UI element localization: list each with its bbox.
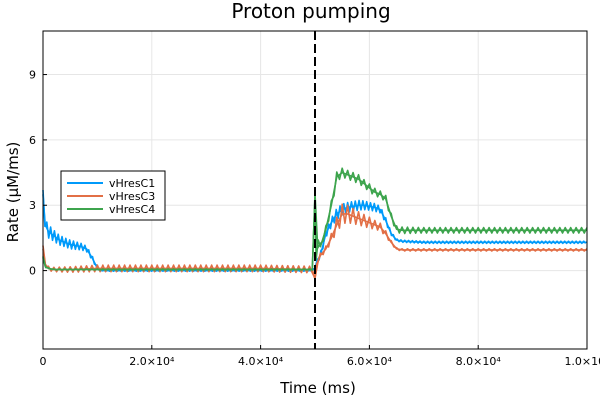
- y-tick-label: 3: [29, 199, 36, 212]
- x-tick-label: 1.0×10⁵: [564, 355, 600, 368]
- x-tick-label: 4.0×10⁴: [238, 355, 284, 368]
- x-tick-label: 2.0×10⁴: [129, 355, 175, 368]
- legend-label-vHresC1: vHresC1: [109, 177, 155, 190]
- chart-title: Proton pumping: [231, 0, 390, 23]
- x-axis-label: Time (ms): [279, 379, 356, 397]
- series-knot-line-vHresC3: [42, 213, 587, 281]
- series-knot-line-vHresC4: [42, 171, 587, 271]
- x-axis-ticks: 0 2.0×10⁴ 4.0×10⁴ 6.0×10⁴ 8.0×10⁴ 1.0×10⁵: [40, 345, 600, 368]
- y-tick-label: 6: [29, 134, 36, 147]
- x-tick-label: 0: [40, 355, 47, 368]
- x-tick-label: 6.0×10⁴: [347, 355, 393, 368]
- y-axis-label: Rate (μM/ms): [4, 142, 22, 243]
- legend-label-vHresC3: vHresC3: [109, 190, 155, 203]
- legend-label-vHresC4: vHresC4: [109, 203, 155, 216]
- x-tick-label: 8.0×10⁴: [456, 355, 502, 368]
- y-axis-ticks: 0 3 6 9: [29, 69, 47, 278]
- y-tick-label: 0: [29, 265, 36, 278]
- y-tick-label: 9: [29, 69, 36, 82]
- plot-frame: [42, 30, 588, 350]
